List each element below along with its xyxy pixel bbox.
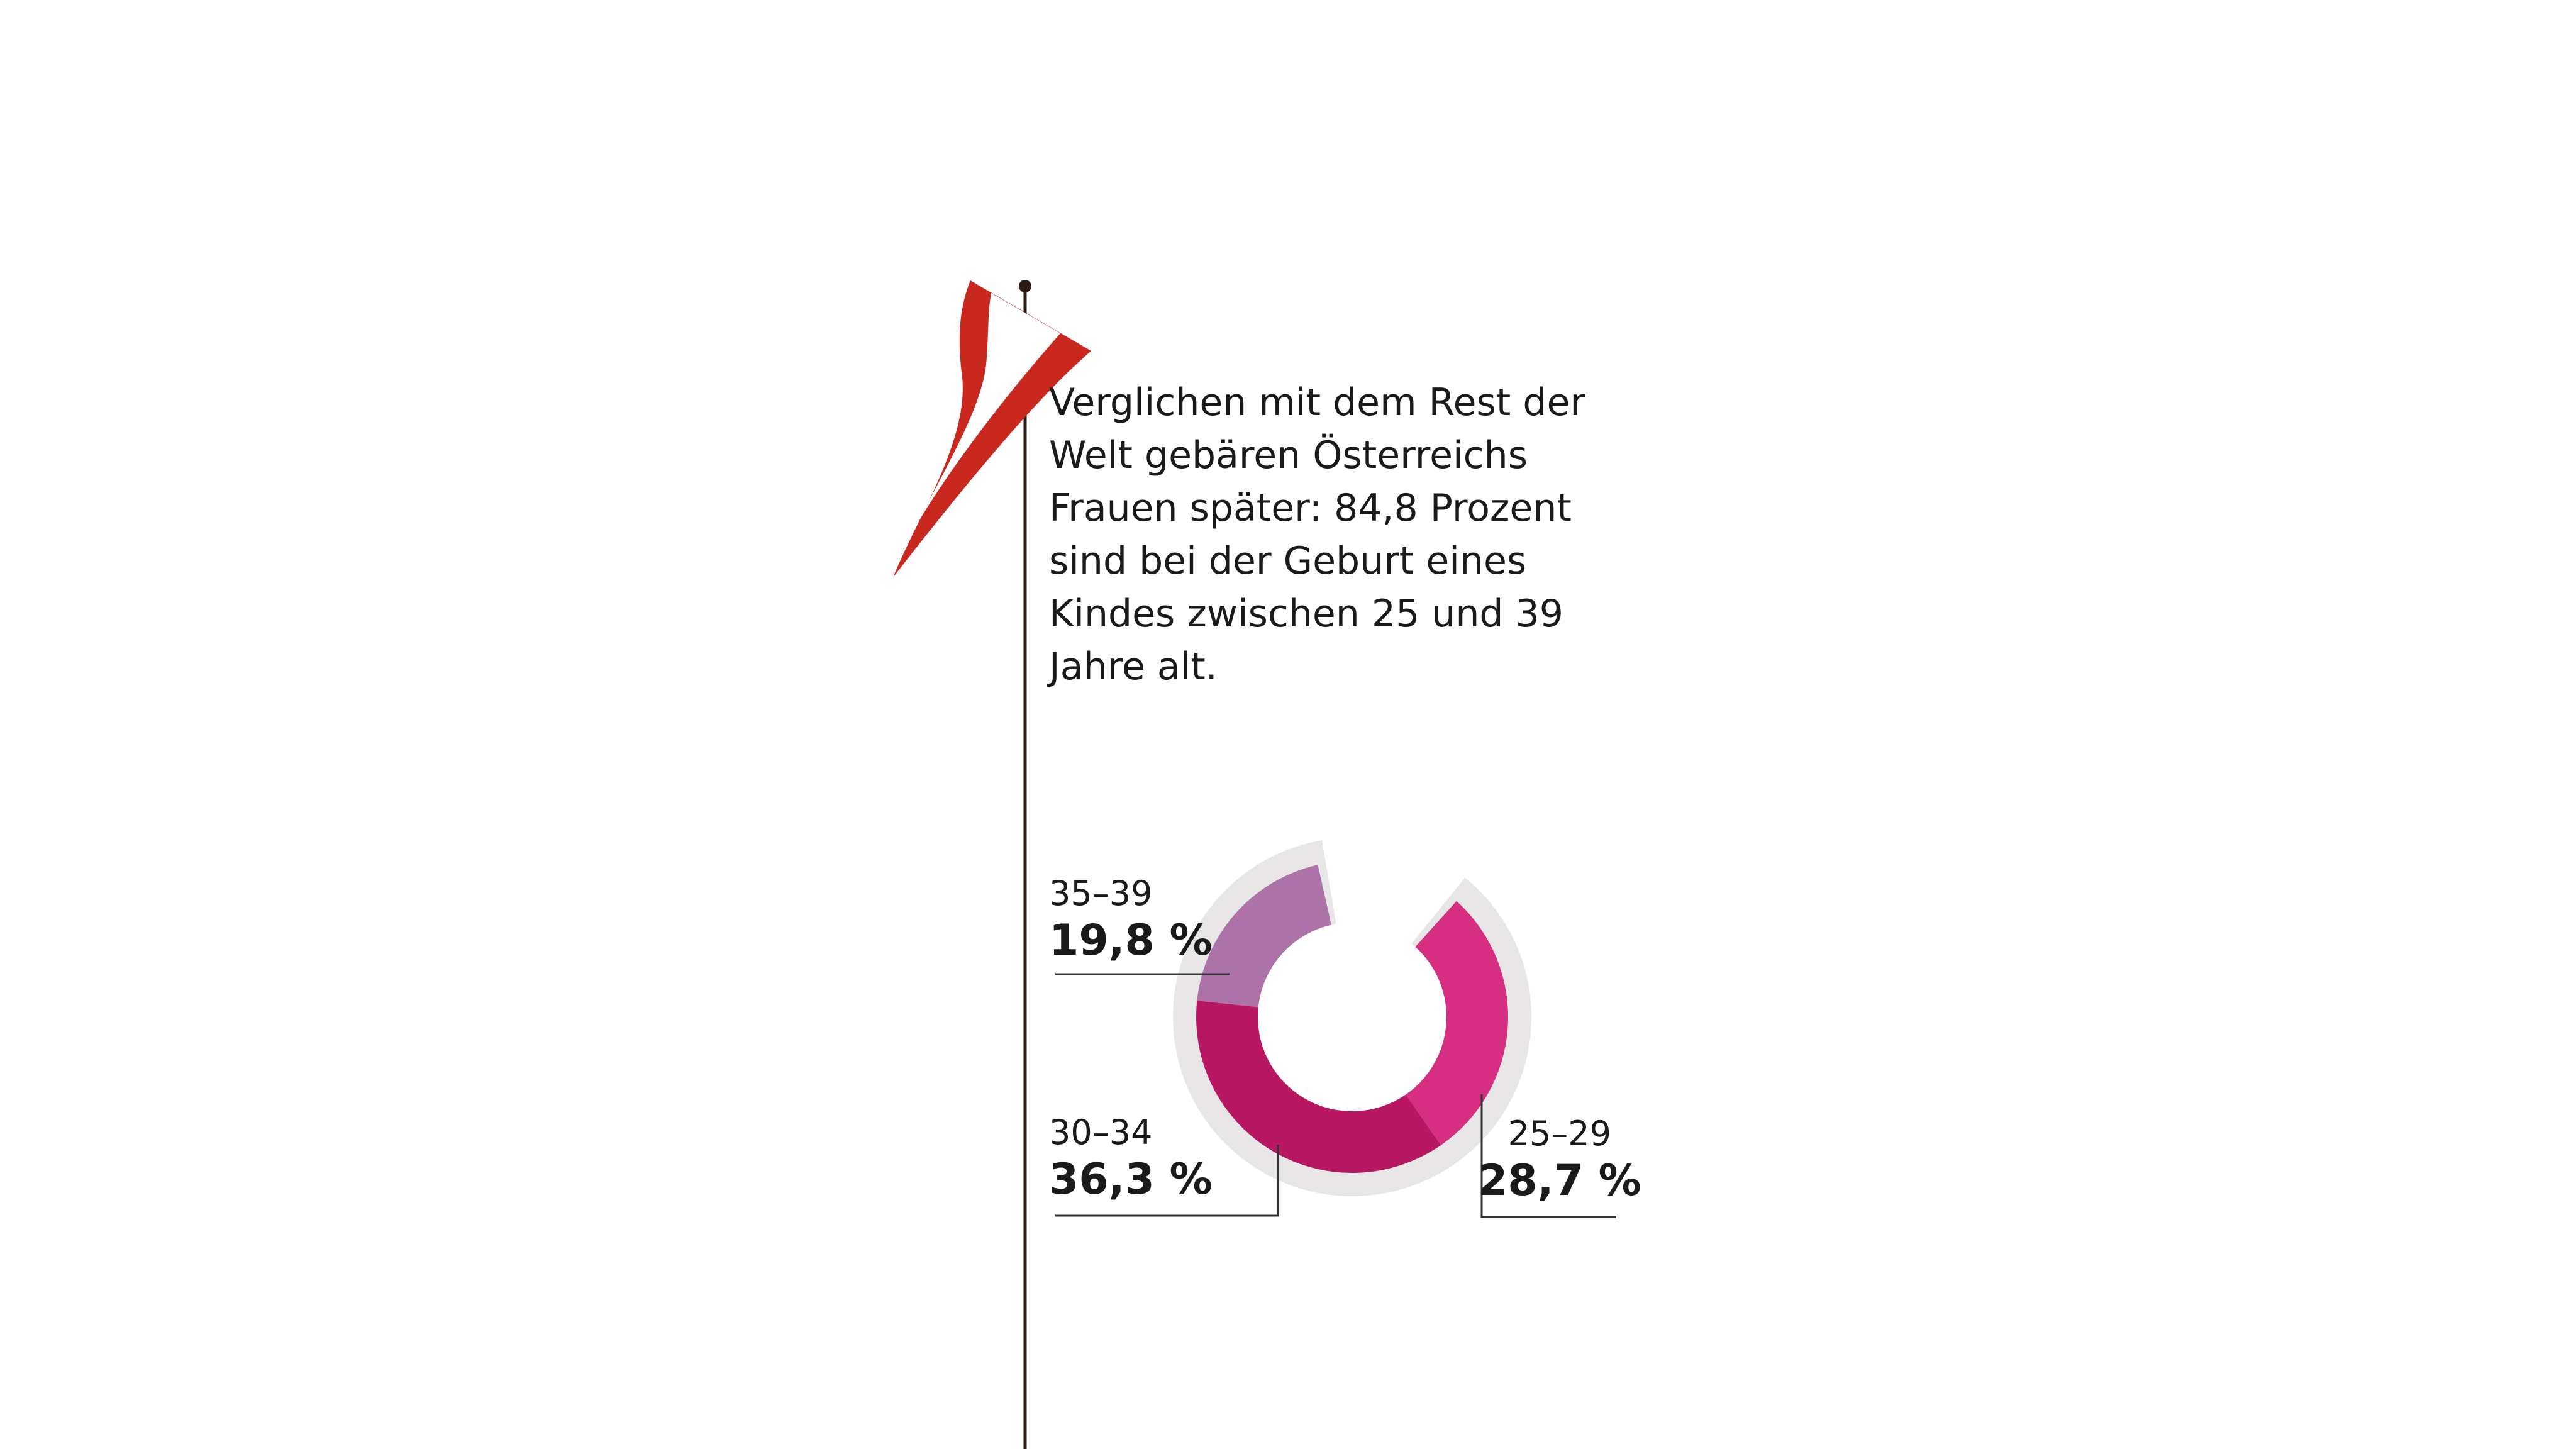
flag-pole-finial: [1019, 280, 1031, 292]
segment-range: 30–34: [1049, 1113, 1153, 1152]
segment-range: 35–39: [1049, 874, 1153, 913]
segment-percent: 28,7 %: [1478, 1156, 1641, 1206]
austria-flag-pennant-icon: [893, 280, 1091, 577]
segment-label-25-29: 25–29 28,7 %: [1478, 1113, 1641, 1208]
segment-range: 25–29: [1507, 1114, 1611, 1153]
donut-segment-30-34: [1196, 1001, 1441, 1173]
donut-segment-35-39: [1197, 865, 1331, 1008]
intro-text: Verglichen mit dem Rest der Welt gebären…: [1049, 376, 1615, 693]
leader-line-25-29: [1480, 1094, 1616, 1218]
segment-label-35-39: 35–39 19,8 %: [1049, 873, 1213, 967]
segment-label-30-34: 30–34 36,3 %: [1049, 1112, 1213, 1206]
segment-percent: 19,8 %: [1049, 916, 1213, 965]
segment-percent: 36,3 %: [1049, 1155, 1213, 1204]
intro-line: sind bei der Geburt eines: [1049, 539, 1527, 583]
intro-line: Jahre alt.: [1049, 645, 1218, 689]
donut-segment-25-29: [1406, 901, 1508, 1145]
intro-line: Kindes zwischen 25 und 39: [1049, 592, 1563, 636]
leader-line-30-34: [1055, 1145, 1279, 1217]
intro-line: Verglichen mit dem Rest der: [1049, 380, 1586, 425]
intro-line: Frauen später: 84,8 Prozent: [1049, 486, 1572, 530]
intro-line: Welt gebären Österreichs: [1049, 433, 1528, 477]
donut-chart: [1173, 840, 1531, 1196]
